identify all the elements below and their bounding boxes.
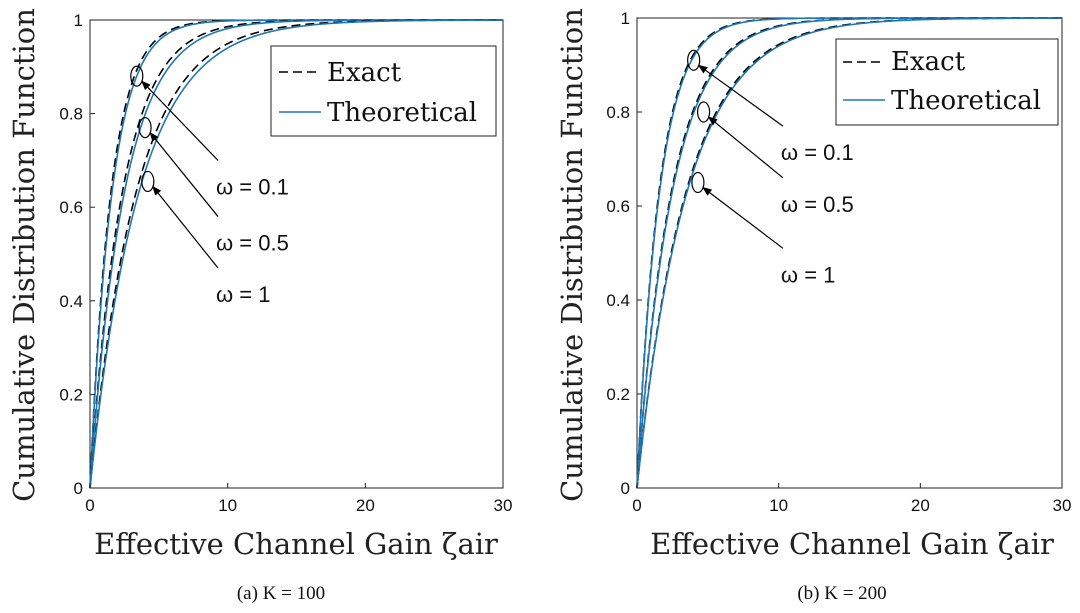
xtick-label-a-2: 20 xyxy=(356,496,375,515)
annotations-a: ω = 0.1 ω = 0.5 ω = 1 xyxy=(141,80,289,307)
ytick-label-a-5: 1 xyxy=(74,11,83,30)
yticks-b: 0 0.2 0.4 0.6 0.8 1 xyxy=(606,9,642,498)
legend-theoretical-label-b: Theoretical xyxy=(891,86,1041,116)
annotation-arrow-a-2 xyxy=(152,185,219,269)
ylabel-b: Cumulative Distribution Function xyxy=(555,8,589,502)
ytick-label-a-0: 0 xyxy=(74,479,83,498)
legend-exact-label-b: Exact xyxy=(891,47,966,77)
xlabel-a: Effective Channel Gain ζair xyxy=(94,527,498,561)
annotation-arrow-a-1 xyxy=(149,131,219,217)
ytick-label-a-1: 0.2 xyxy=(59,385,83,404)
ytick-label-b-5: 1 xyxy=(621,9,630,28)
xtick-label-a-3: 30 xyxy=(494,496,513,515)
ytick-label-b-4: 0.8 xyxy=(606,103,630,122)
panel-a: 0 10 20 30 0 0.2 0.4 0.6 0.8 1 Exact Theoretical… xyxy=(7,8,512,604)
xtick-label-b-1: 10 xyxy=(769,496,788,515)
xticks-b: 0 10 20 30 xyxy=(632,483,1071,515)
ytick-label-b-0: 0 xyxy=(621,479,630,498)
xlabel-b: Effective Channel Gain ζair xyxy=(650,527,1054,561)
curves-a xyxy=(89,19,503,489)
legend-theoretical-label-a: Theoretical xyxy=(327,98,477,128)
xtick-label-b-2: 20 xyxy=(911,496,930,515)
omega-annotation-b-0: ω = 0.1 xyxy=(781,140,854,165)
xtick-label-a-1: 10 xyxy=(218,496,237,515)
yticks-a: 0 0.2 0.4 0.6 0.8 1 xyxy=(59,11,95,498)
xtick-label-a-0: 0 xyxy=(85,496,94,515)
legend-b: Exact Theoretical xyxy=(835,38,1059,126)
curve-marker-ellipse-a-1 xyxy=(138,117,152,139)
curve-marker-ellipse-b-1 xyxy=(696,101,711,123)
xticks-a: 0 10 20 30 xyxy=(85,483,512,515)
omega-annotation-a-2: ω = 1 xyxy=(216,282,270,307)
ytick-label-b-2: 0.4 xyxy=(606,291,630,310)
omega-annotation-b-2: ω = 1 xyxy=(781,262,835,287)
ytick-label-a-2: 0.4 xyxy=(59,292,83,311)
theoretical-curve-a-2 xyxy=(89,19,503,489)
annotation-arrow-b-1 xyxy=(707,116,784,179)
markers-b xyxy=(687,49,711,194)
caption-b: (b) K = 200 xyxy=(797,583,886,604)
xtick-label-b-0: 0 xyxy=(632,496,641,515)
curve-marker-ellipse-b-2 xyxy=(691,171,705,194)
ylabel-a: Cumulative Distribution Function xyxy=(7,8,41,502)
curve-marker-ellipse-a-0 xyxy=(130,65,144,87)
theoretical-curve-b-2 xyxy=(636,17,1062,489)
panel-b: 0 10 20 30 0 0.2 0.4 0.6 0.8 1 Exact Theoretical… xyxy=(555,8,1071,604)
legend-exact-label-a: Exact xyxy=(327,58,402,88)
annotation-arrow-b-2 xyxy=(702,186,784,249)
annotation-arrow-a-0 xyxy=(141,80,219,161)
legend-a: Exact Theoretical xyxy=(270,45,497,137)
ytick-label-a-3: 0.6 xyxy=(59,198,83,217)
curve-marker-ellipse-b-0 xyxy=(687,49,701,71)
legend-box-a xyxy=(270,45,497,137)
omega-annotation-a-1: ω = 0.5 xyxy=(216,231,289,256)
annotation-arrow-b-0 xyxy=(697,64,784,127)
curves-b xyxy=(636,17,1063,489)
ytick-label-b-3: 0.6 xyxy=(606,197,630,216)
ytick-label-b-1: 0.2 xyxy=(606,385,630,404)
curve-marker-ellipse-a-2 xyxy=(141,170,155,193)
omega-annotation-b-1: ω = 0.5 xyxy=(781,192,854,217)
legend-box-b xyxy=(835,38,1059,126)
markers-a xyxy=(130,65,155,193)
caption-a: (a) K = 100 xyxy=(237,583,325,604)
omega-annotation-a-0: ω = 0.1 xyxy=(216,174,289,199)
ytick-label-a-4: 0.8 xyxy=(59,105,83,124)
annotations-b: ω = 0.1 ω = 0.5 ω = 1 xyxy=(697,64,854,287)
xtick-label-b-3: 30 xyxy=(1053,496,1072,515)
